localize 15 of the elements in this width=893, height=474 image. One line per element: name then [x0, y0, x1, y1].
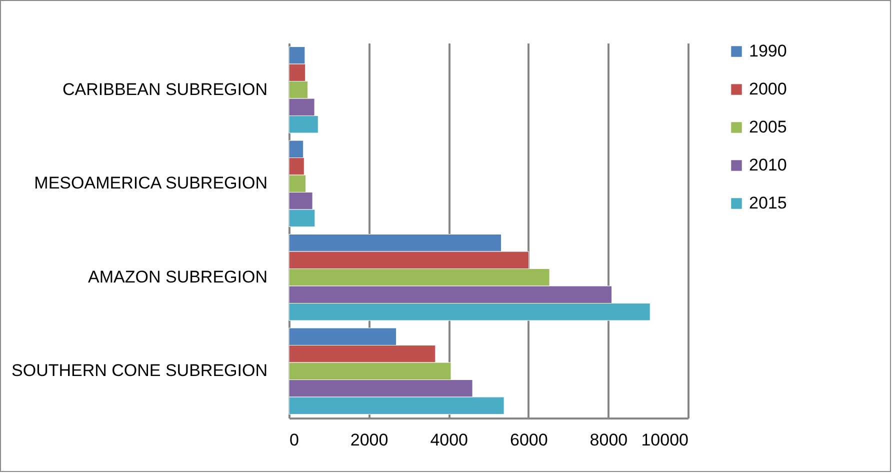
- legend-label: 2000: [749, 80, 787, 98]
- x-tick-label: 10000: [641, 430, 688, 450]
- y-tick-label: CARIBBEAN SUBREGION: [62, 80, 268, 99]
- x-tick-label: 0: [290, 430, 299, 450]
- legend-label: 2005: [749, 118, 787, 136]
- x-tick-label: 6000: [510, 430, 548, 450]
- y-tick-label: MESOAMERICA SUBREGION: [34, 174, 268, 193]
- legend-label: 2015: [749, 194, 787, 212]
- x-tick-label: 4000: [430, 430, 468, 450]
- legend-label: 1990: [749, 42, 787, 60]
- legend-label: 2010: [749, 156, 787, 174]
- y-tick-label: SOUTHERN CONE SUBREGION: [12, 361, 268, 380]
- x-tick-label: 8000: [590, 430, 628, 450]
- x-tick-label: 2000: [350, 430, 388, 450]
- y-tick-label: AMAZON SUBREGION: [88, 267, 268, 286]
